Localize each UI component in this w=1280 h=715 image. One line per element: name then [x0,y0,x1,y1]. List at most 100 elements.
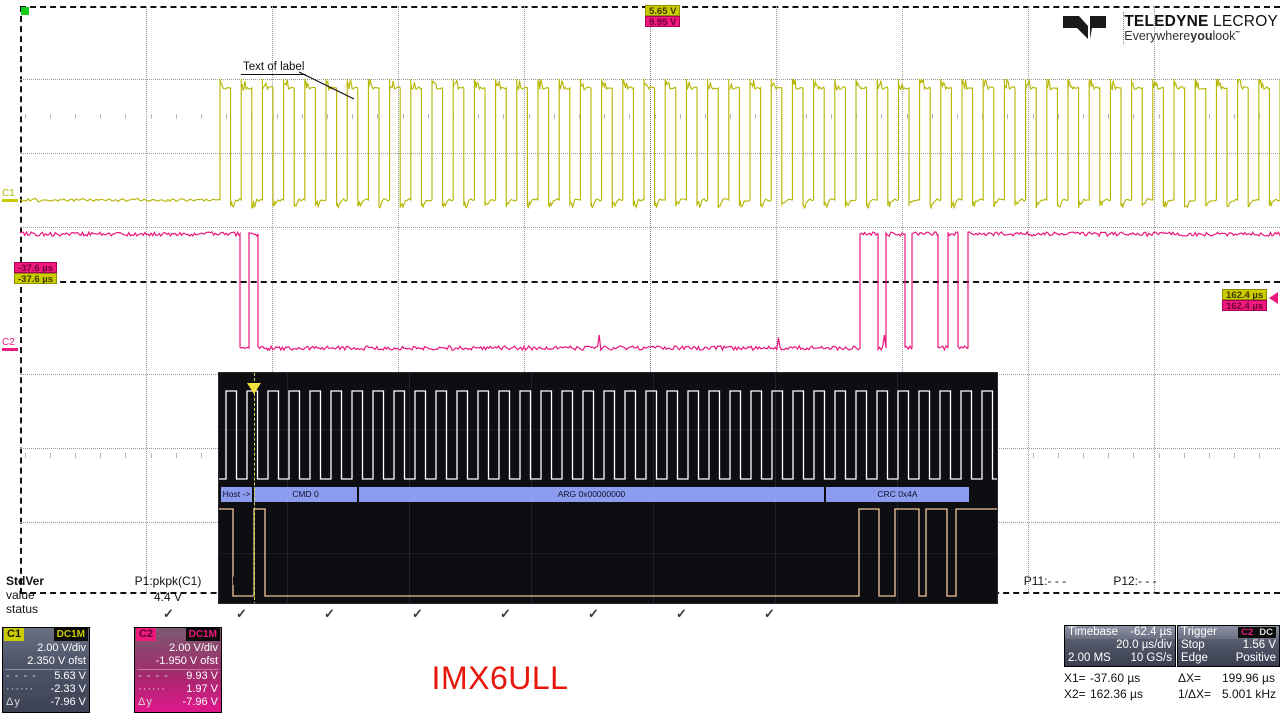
measurement-row-value: value [6,588,35,602]
measurement-column[interactable]: P12:- - - [1090,574,1180,590]
decode-packet-segment[interactable]: ARG 0x00000000 [358,487,825,502]
brand-tagline: Everywhereyoulook˜ [1124,29,1240,43]
trigger-state: Stop [1181,639,1205,651]
trigger-chips: C2 DC [1238,626,1276,639]
channel-descriptor-c2-name: C2 [136,628,157,641]
measurement-header: P1:pkpk(C1) [134,574,202,588]
channel-marker-c1-bar [2,199,18,202]
measurement-column[interactable] [724,574,814,576]
timebase-header: Timebase -62.4 µs [1065,626,1175,639]
trigger-header: Trigger C2 DC [1178,626,1279,639]
trigger-type-row[interactable]: Edge Positive [1178,652,1279,665]
trigger-panel[interactable]: Trigger C2 DC Stop 1.56 V Edge Positive [1177,625,1280,667]
timebase-panel[interactable]: Timebase -62.4 µs 20.0 µs/div 2.00 MS 10… [1064,625,1176,667]
cursor-badge-c1-voltage[interactable]: 5.65 V [645,5,681,17]
trigger-level: 1.56 V [1242,639,1276,651]
grid-ticks [20,114,1280,119]
timebase-sample-rate: 10 GS/s [1130,652,1172,664]
cursor-badge-right-c2-time[interactable]: 162.4 µs [1222,300,1268,312]
measurement-status-check-icon: ✓ [236,606,247,621]
channel-descriptor-c1-name: C1 [4,628,25,641]
channel-descriptor-c1-cursor-b-value: -2.33 V [50,683,86,695]
decode-packet-bar[interactable]: Host -> CMD 0 ARG 0x00000000 CRC 0x4A [220,487,970,502]
trigger-state-row[interactable]: Stop 1.56 V [1178,639,1279,652]
protocol-decode-overlay[interactable]: Host -> CMD 0 ARG 0x00000000 CRC 0x4A [218,372,998,604]
teledyne-chevron-icon [1063,16,1107,39]
grid-hline [20,79,1280,80]
measurement-column[interactable] [636,574,726,576]
measurement-header: P2: [231,574,250,588]
channel-descriptor-c1-coupling[interactable]: DC1M [53,628,88,641]
channel-descriptor-c1-scale[interactable]: 2.00 V/div [37,642,86,654]
decode-packet-segment[interactable]: Host -> [220,487,253,502]
decode-packet-segment[interactable]: CMD 0 [253,487,358,502]
measurement-status-check-icon: ✓ [500,606,511,621]
channel-marker-c1-label: C1 [2,188,15,199]
measurement-column[interactable] [284,574,374,576]
page-title: IMX6ULL [431,660,569,696]
brand-name: TELEDYNE LECROY [1124,12,1278,30]
measurement-status-check-icon: ✓ [412,606,423,621]
cursor-invdx-value: 5.001 kHz [1222,687,1277,701]
measurement-column[interactable]: P1:pkpk(C1) 4.4 V [108,574,228,604]
channel-descriptor-c2-cursor-b-label: ······ [138,683,166,695]
measurement-column[interactable] [548,574,638,576]
timebase-memory-row[interactable]: 2.00 MS 10 GS/s [1065,652,1175,665]
channel-descriptor-c2-coupling[interactable]: DC1M [185,628,220,641]
trigger-coupling-chip[interactable]: DC [1256,627,1276,638]
channel-descriptor-c1-header: C1 DC1M [3,628,89,642]
cursor-x2-value: 162.36 µs [1090,687,1143,701]
grid-vline [1028,6,1029,594]
timebase-scale-row[interactable]: 20.0 µs/div [1065,639,1175,652]
measurement-status-check-icon: ✓ [324,606,335,621]
cursor-arrow-right-icon [1269,292,1278,304]
waveform-annotation[interactable]: Text of label [241,57,355,100]
cursor-badge-left-c2-time[interactable]: -37.6 µs [14,262,58,274]
measurement-row-status: status [6,602,39,616]
trigger-title: Trigger [1181,626,1217,638]
measurement-column[interactable] [460,574,550,576]
channel-marker-c2[interactable]: C2 [2,338,18,351]
measurement-column[interactable]: P2: [196,574,286,590]
channel-descriptor-c1-cursor-b: ······ -2.33 V [3,683,89,696]
channel-descriptor-c2-scale[interactable]: 2.00 V/div [169,642,218,654]
channel-marker-c2-label: C2 [2,337,15,348]
measurement-column[interactable] [372,574,462,576]
channel-descriptor-c1-offset[interactable]: 2.350 V ofst [27,655,86,667]
decode-clock-trace [219,390,997,480]
waveform-annotation-label: Text of label [241,61,307,75]
channel-descriptor-c2-header: C2 DC1M [135,628,221,642]
channel-marker-c2-bar [2,348,18,351]
cursor-x1-label: X1= [1064,671,1086,685]
cursor-badge-right-c1-time[interactable]: 162.4 µs [1222,289,1268,301]
measurement-table[interactable]: StdVer value status P1:pkpk(C1) 4.4 V P2: P… [0,574,1280,624]
channel-descriptor-c2-cursor-a: - - - - 9.93 V [135,670,221,683]
trigger-position-marker-icon[interactable] [247,383,261,394]
channel-descriptor-c2-delta: Δy -7.96 V [135,696,221,709]
channel-descriptor-c2-offset[interactable]: -1.950 V ofst [155,655,218,667]
channel-marker-c1[interactable]: C1 [2,189,18,202]
cursor-badge-left-c1-time[interactable]: -37.6 µs [14,273,58,285]
trigger-position-line [254,373,255,603]
annotation-leader-line [298,71,355,100]
cursor-readout-row-2: X2= 162.36 µs 1/ΔX= 5.001 kHz [1064,686,1280,702]
cursor-x1-value: -37.60 µs [1090,671,1141,685]
grid-hline-center [20,281,1280,283]
decode-packet-segment[interactable]: CRC 0x4A [825,487,970,502]
cursor-readout: X1= -37.60 µs ΔX= 199.96 µs X2= 162.36 µ… [1064,670,1280,702]
cursor-badge-c2-voltage[interactable]: 9.95 V [645,16,681,28]
cursor-readout-row-1: X1= -37.60 µs ΔX= 199.96 µs [1064,670,1280,686]
grid-hline [20,227,1280,228]
measurement-status-check-icon: ✓ [588,606,599,621]
timebase-scale: 20.0 µs/div [1116,639,1172,651]
channel-descriptor-c1-delta-label: Δy [6,696,21,708]
channel-descriptor-c2[interactable]: C2 DC1M 2.00 V/div -1.950 V ofst - - - -… [134,627,222,713]
channel-descriptor-c2-cursor-b-value: 1.97 V [186,683,218,695]
timebase-delay[interactable]: -62.4 µs [1130,626,1172,638]
channel-descriptor-c1[interactable]: C1 DC1M 2.00 V/div 2.350 V ofst - - - - … [2,627,90,713]
cursor-invdx-label: 1/ΔX= [1178,687,1212,701]
grid-vline [146,6,147,594]
trigger-source-chip[interactable]: C2 [1238,627,1257,638]
cursor-dx-label: ΔX= [1178,671,1202,685]
measurement-column[interactable]: P11:- - - [1000,574,1090,590]
